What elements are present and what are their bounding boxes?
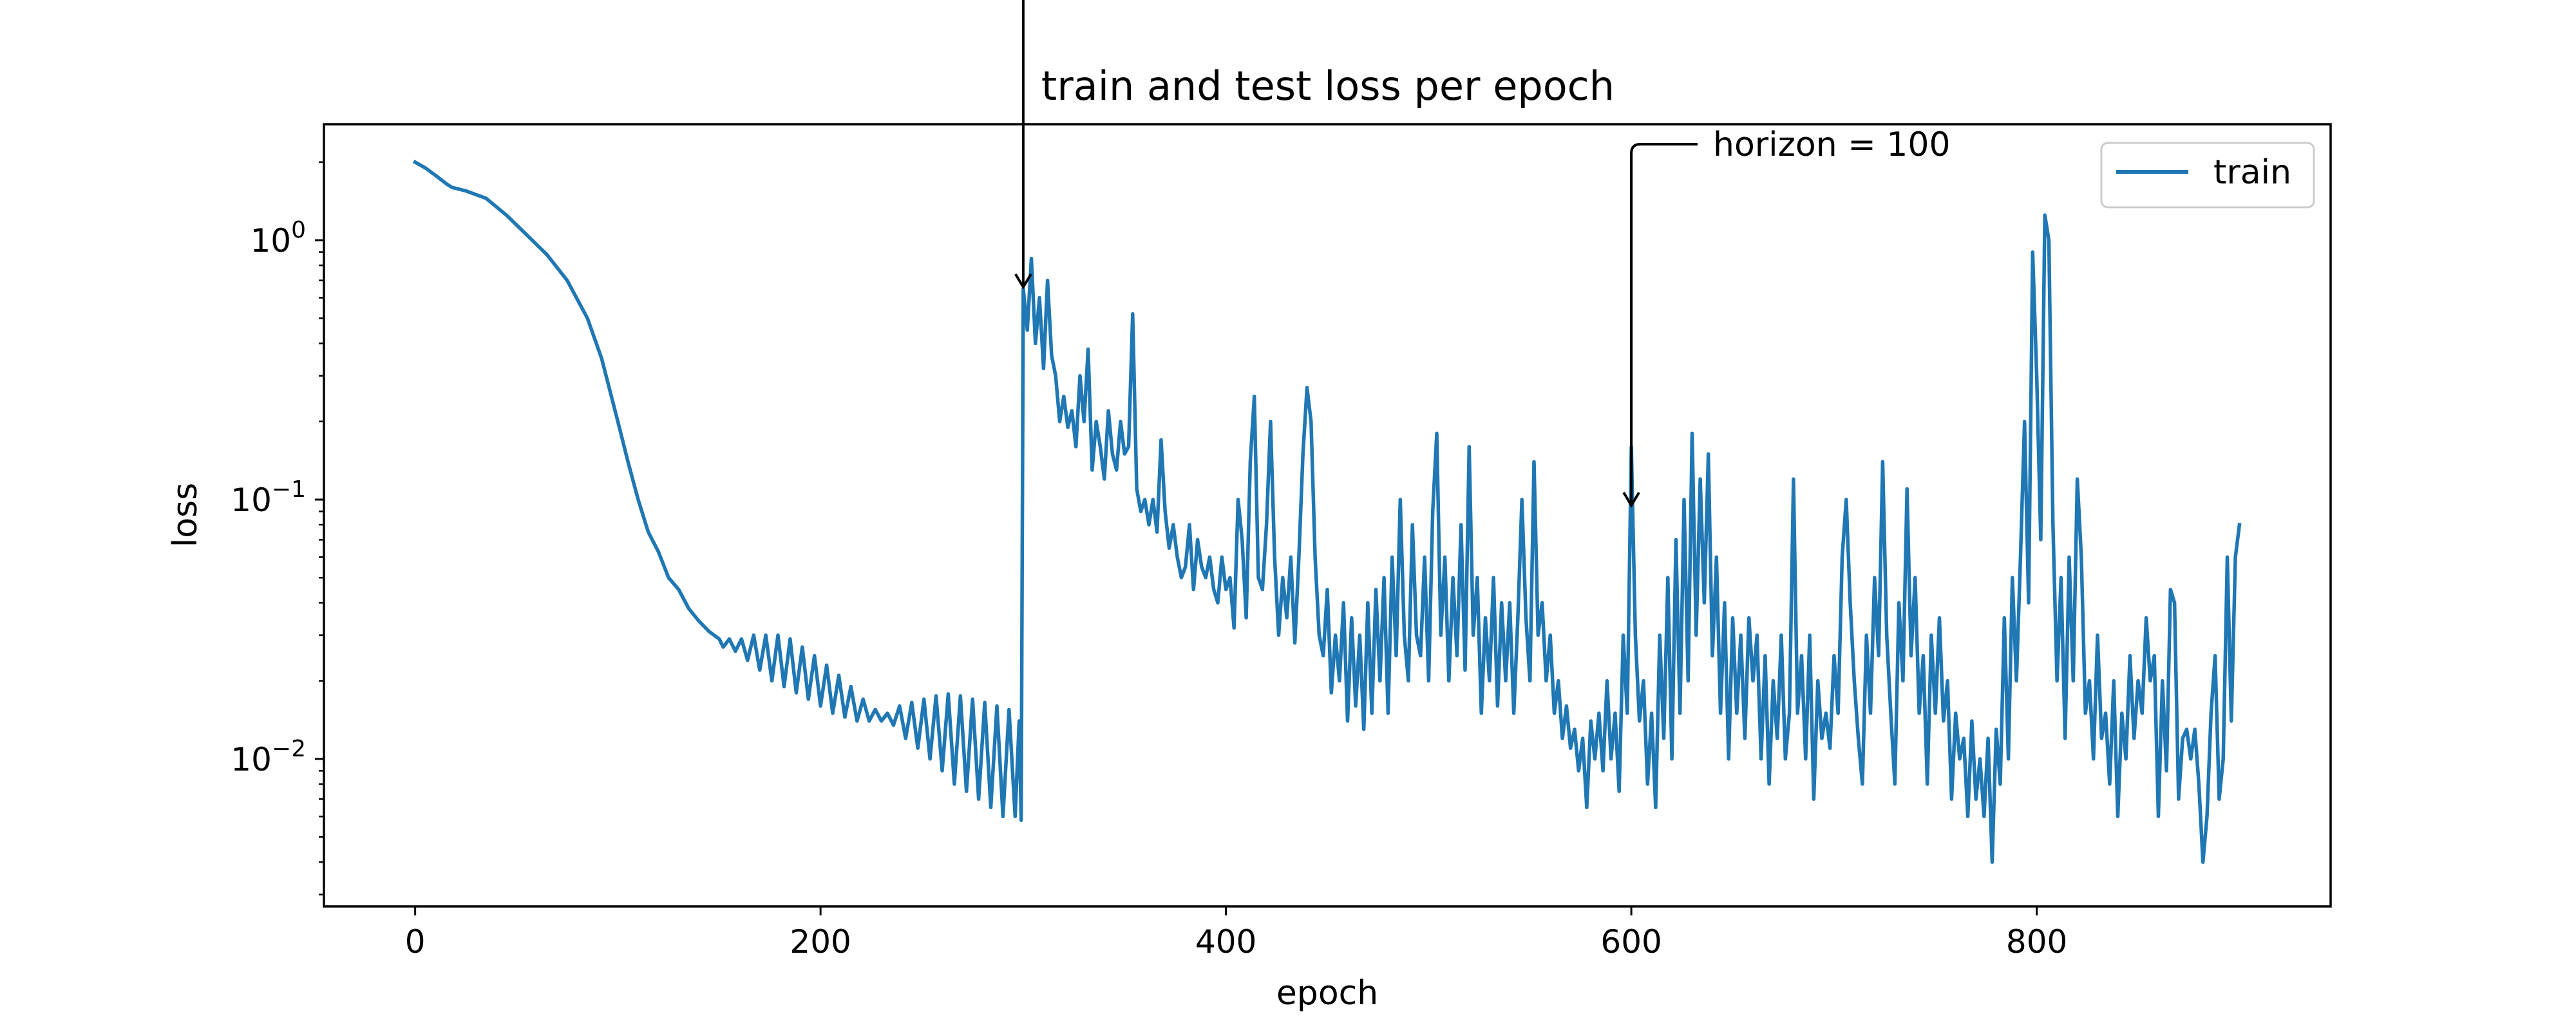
x-axis-label: epoch	[1276, 974, 1378, 1013]
series-layer	[412, 160, 2242, 864]
y-axis-ticks: 100 10−1 10−2	[231, 217, 324, 778]
annotation-arrowhead-epoch-300	[1014, 273, 1032, 290]
y-tick-label: 10−1	[231, 476, 306, 519]
y-tick-label: 100	[250, 217, 306, 259]
y-axis-minor-ticks	[319, 161, 324, 895]
legend-box	[2100, 142, 2315, 209]
legend-label-train: train	[2213, 153, 2291, 192]
x-tick-label: 800	[2006, 923, 2067, 960]
annotations: horizon = 100	[1014, 0, 1951, 508]
x-tick-label: 200	[790, 923, 851, 960]
plot-area	[323, 123, 2332, 908]
y-tick-label: 10−2	[231, 736, 306, 778]
x-tick-label: 400	[1195, 923, 1256, 960]
series-line-train	[412, 160, 2242, 864]
axes-frame	[323, 123, 2332, 908]
annotation-arrowhead-horizon	[1622, 491, 1640, 508]
y-axis-label: loss	[166, 483, 205, 547]
legend: train	[2100, 142, 2315, 209]
x-tick-label: 0	[405, 923, 426, 960]
chart-title: train and test loss per epoch	[1041, 62, 1615, 109]
x-tick-label: 600	[1600, 923, 1662, 960]
x-axis-ticks: 0 200 400 600 800	[405, 906, 2067, 960]
annotation-label-horizon: horizon = 100	[1713, 126, 1951, 164]
annotation-arrow-horizon	[1630, 143, 1698, 506]
